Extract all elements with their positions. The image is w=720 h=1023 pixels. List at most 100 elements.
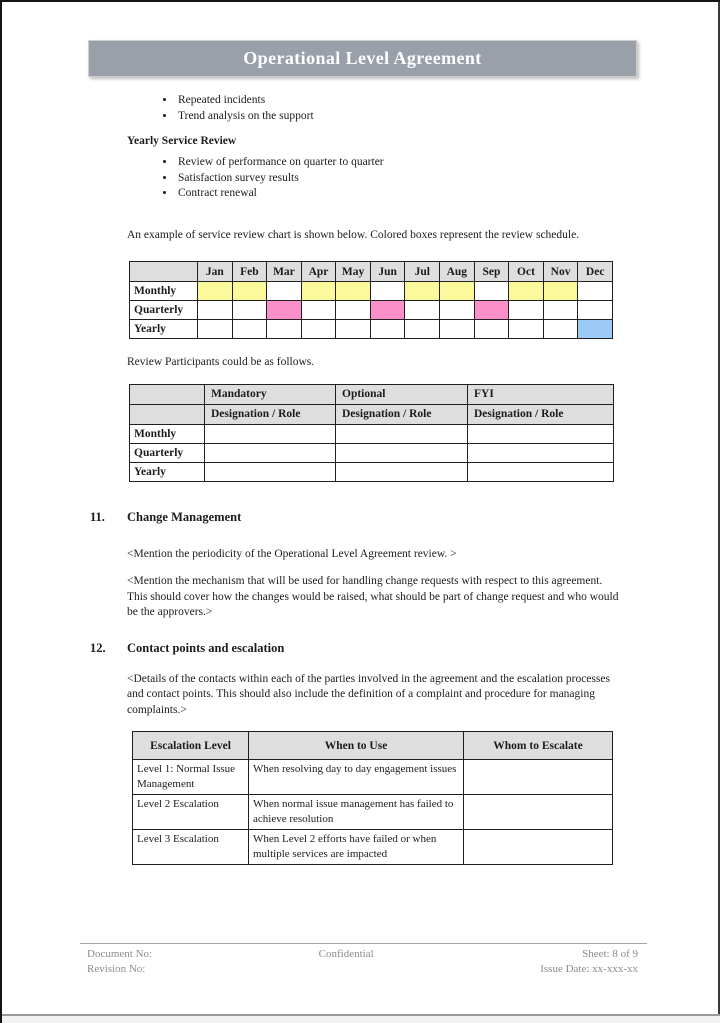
section-title: Change Management bbox=[127, 509, 242, 524]
schedule-cell-yearly-oct bbox=[508, 319, 544, 339]
participants-cell-yearly-optional bbox=[335, 461, 468, 482]
list-item: Trend analysis on the support bbox=[176, 109, 720, 125]
escalation-table-body: Escalation Level When to Use Whom to Escal… bbox=[132, 731, 613, 865]
schedule-cell-quarterly-aug bbox=[439, 300, 475, 320]
document-no-label: Document No: bbox=[87, 948, 153, 960]
month-header-jan: Jan bbox=[197, 261, 233, 282]
participants-cell-quarterly-optional bbox=[335, 442, 468, 463]
page-footer: Document No: Revision No: Confidential S… bbox=[80, 943, 647, 977]
schedule-cell-yearly-apr bbox=[300, 319, 337, 339]
escalation-row-2: Level 2 Escalation When normal issue mana… bbox=[132, 794, 613, 830]
participants-subheader-mandatory: Designation / Role bbox=[204, 403, 336, 425]
yearly-review-bullet-list: Review of performance on quarter to quar… bbox=[127, 155, 720, 202]
schedule-row-label-quarterly: Quarterly bbox=[129, 300, 198, 320]
schedule-cell-yearly-aug bbox=[439, 319, 475, 339]
list-item: Review of performance on quarter to quar… bbox=[176, 155, 720, 171]
month-header-aug: Aug bbox=[439, 261, 475, 282]
title-banner: Operational Level Agreement bbox=[88, 40, 637, 77]
schedule-cell-monthly-jan bbox=[197, 281, 233, 301]
section-number: 12. bbox=[90, 640, 106, 655]
list-item: Contract renewal bbox=[176, 186, 720, 202]
participants-corner-cell bbox=[129, 383, 205, 405]
schedule-cell-monthly-jun bbox=[369, 281, 406, 301]
schedule-cell-quarterly-feb bbox=[231, 300, 268, 320]
escalation-level-cell: Level 2 Escalation bbox=[132, 794, 249, 830]
participants-table-body: Mandatory Optional FYI Designation / Role De… bbox=[129, 383, 614, 482]
escalation-when-cell: When Level 2 efforts have failed or when… bbox=[248, 829, 464, 865]
schedule-cell-yearly-feb bbox=[231, 319, 268, 339]
participants-header-optional: Optional bbox=[335, 383, 468, 405]
escalation-level-cell: Level 1: Normal Issue Management bbox=[132, 759, 249, 795]
participants-row-label-yearly: Yearly bbox=[129, 461, 205, 482]
schedule-cell-yearly-jan bbox=[197, 319, 233, 339]
escalation-whom-cell bbox=[463, 794, 613, 830]
schedule-cell-yearly-may bbox=[335, 319, 371, 339]
schedule-cell-monthly-aug bbox=[439, 281, 475, 301]
schedule-row-yearly: Yearly bbox=[129, 319, 613, 339]
schedule-row-monthly: Monthly bbox=[129, 281, 613, 301]
confidential-label: Confidential bbox=[318, 948, 374, 960]
participants-subheader-row: Designation / Role Designation / Role Desi… bbox=[129, 403, 614, 425]
list-item: Repeated incidents bbox=[176, 93, 720, 109]
schedule-cell-yearly-sep bbox=[473, 319, 510, 339]
participants-header-row: Mandatory Optional FYI bbox=[129, 383, 614, 405]
section-title: Contact points and escalation bbox=[127, 640, 285, 655]
escalation-header-escalation-level: Escalation Level bbox=[132, 731, 249, 760]
schedule-cell-quarterly-jan bbox=[197, 300, 233, 320]
escalation-when-cell: When normal issue management has failed … bbox=[248, 794, 464, 830]
schedule-cell-quarterly-dec bbox=[577, 300, 613, 320]
section-heading-contact-points: 12. Contact points and escalation bbox=[90, 641, 720, 656]
month-header-nov: Nov bbox=[542, 261, 579, 282]
month-header-apr: Apr bbox=[300, 261, 337, 282]
schedule-cell-quarterly-may bbox=[335, 300, 371, 320]
escalation-row-3: Level 3 Escalation When Level 2 efforts h… bbox=[132, 829, 613, 865]
participants-header-mandatory: Mandatory bbox=[204, 383, 336, 405]
escalation-whom-cell bbox=[463, 829, 613, 865]
participants-row-monthly: Monthly bbox=[129, 423, 614, 444]
escalation-header-when-to-use: When to Use bbox=[248, 731, 464, 760]
page-right-edge bbox=[718, 2, 720, 1023]
participants-subheader-fyi: Designation / Role bbox=[467, 403, 614, 425]
month-header-may: May bbox=[335, 261, 371, 282]
schedule-cell-monthly-mar bbox=[266, 281, 302, 301]
schedule-corner-cell bbox=[129, 261, 198, 282]
schedule-cell-quarterly-mar bbox=[266, 300, 302, 320]
participants-cell-yearly-fyi bbox=[467, 461, 614, 482]
schedule-row-quarterly: Quarterly bbox=[129, 300, 613, 320]
schedule-table: Jan Feb Mar Apr May Jun Jul Aug Sep Oct Nov Dec Mont… bbox=[129, 261, 613, 339]
schedule-cell-yearly-jun bbox=[369, 319, 406, 339]
schedule-cell-monthly-nov bbox=[542, 281, 579, 301]
participants-subheader-optional: Designation / Role bbox=[335, 403, 468, 425]
placeholder-paragraph: <Details of the contacts within each of … bbox=[127, 672, 610, 716]
participants-cell-monthly-optional bbox=[335, 423, 468, 444]
schedule-cell-monthly-may bbox=[335, 281, 371, 301]
schedule-cell-monthly-dec bbox=[577, 281, 613, 301]
placeholder-paragraph: <Mention the mechanism that will be used… bbox=[127, 575, 619, 618]
schedule-cell-quarterly-jun bbox=[369, 300, 406, 320]
schedule-cell-quarterly-apr bbox=[300, 300, 337, 320]
month-header-jun: Jun bbox=[369, 261, 406, 282]
sheet-number: Sheet: 8 of 9 bbox=[582, 948, 638, 960]
escalation-table: Escalation Level When to Use Whom to Escal… bbox=[132, 731, 613, 865]
schedule-cell-yearly-mar bbox=[266, 319, 302, 339]
month-header-sep: Sep bbox=[473, 261, 510, 282]
schedule-cell-monthly-sep bbox=[473, 281, 510, 301]
escalation-header-row: Escalation Level When to Use Whom to Escal… bbox=[132, 731, 613, 760]
schedule-intro-paragraph: An example of service review chart is sh… bbox=[127, 228, 580, 241]
participants-corner-cell bbox=[129, 403, 205, 425]
schedule-cell-monthly-apr bbox=[300, 281, 337, 301]
schedule-cell-quarterly-oct bbox=[508, 300, 544, 320]
participants-header-fyi: FYI bbox=[467, 383, 614, 405]
yearly-service-review-heading: Yearly Service Review bbox=[127, 135, 237, 147]
participants-cell-yearly-mandatory bbox=[204, 461, 336, 482]
schedule-header-row: Jan Feb Mar Apr May Jun Jul Aug Sep Oct Nov Dec bbox=[129, 261, 613, 282]
schedule-cell-quarterly-sep bbox=[473, 300, 510, 320]
month-header-mar: Mar bbox=[266, 261, 302, 282]
participants-intro-paragraph: Review Participants could be as follows. bbox=[127, 356, 315, 368]
participants-cell-monthly-fyi bbox=[467, 423, 614, 444]
schedule-cell-monthly-feb bbox=[231, 281, 268, 301]
participants-row-yearly: Yearly bbox=[129, 461, 614, 482]
schedule-table-body: Jan Feb Mar Apr May Jun Jul Aug Sep Oct Nov Dec Mont… bbox=[129, 261, 613, 339]
placeholder-paragraph: <Mention the periodicity of the Operatio… bbox=[127, 547, 457, 560]
